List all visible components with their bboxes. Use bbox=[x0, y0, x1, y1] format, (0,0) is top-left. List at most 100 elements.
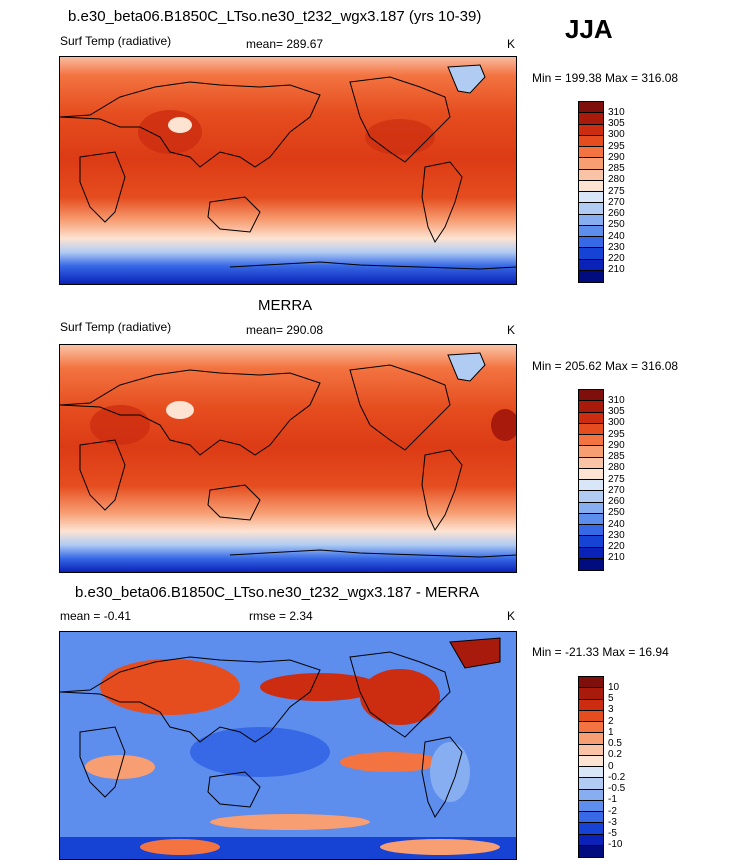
panel-3-title: b.e30_beta06.B1850C_LTso.ne30_t232_wgx3.… bbox=[75, 584, 480, 601]
colorbar-tick-label: 230 bbox=[608, 530, 625, 541]
colorbar-swatch bbox=[579, 547, 603, 559]
colorbar-swatch bbox=[579, 446, 603, 458]
colorbar-tick-label: 270 bbox=[608, 485, 625, 496]
colorbar-tick-label: -2 bbox=[608, 806, 617, 817]
colorbar-swatch bbox=[579, 237, 603, 249]
colorbar-swatch bbox=[579, 491, 603, 503]
colorbar-tick-label: -1 bbox=[608, 794, 617, 805]
colorbar-tick-label: 285 bbox=[608, 163, 625, 174]
colorbar-tick-label: 210 bbox=[608, 264, 625, 275]
panel-1-variable-label: Surf Temp (radiative) bbox=[60, 34, 172, 48]
panel-1-units: K bbox=[507, 37, 516, 51]
colorbar-tick-label: 250 bbox=[608, 219, 625, 230]
colorbar-swatch bbox=[579, 767, 603, 779]
colorbar-swatch bbox=[579, 733, 603, 745]
colorbar-swatch bbox=[579, 225, 603, 237]
panel-2-colorbar bbox=[578, 389, 604, 571]
colorbar-swatch bbox=[579, 502, 603, 514]
colorbar-tick-label: 210 bbox=[608, 552, 625, 563]
panel-2-units: K bbox=[507, 323, 516, 337]
colorbar-swatch bbox=[579, 823, 603, 835]
colorbar-swatch bbox=[579, 558, 603, 570]
colorbar-tick-label: -0.2 bbox=[608, 772, 626, 783]
colorbar-swatch bbox=[579, 744, 603, 756]
colorbar-swatch bbox=[579, 259, 603, 271]
colorbar-swatch bbox=[579, 468, 603, 480]
colorbar-swatch bbox=[579, 248, 603, 260]
panel-3-minmax: Min = -21.33 Max = 16.94 bbox=[532, 645, 669, 659]
colorbar-tick-label: -0.5 bbox=[608, 783, 626, 794]
colorbar-tick-label: 5 bbox=[608, 693, 614, 704]
colorbar-tick-label: 1 bbox=[608, 727, 614, 738]
colorbar-swatch bbox=[579, 270, 603, 282]
panel-3-rmse-label: rmse = 2.34 bbox=[249, 609, 313, 623]
colorbar-swatch bbox=[579, 688, 603, 700]
colorbar-tick-label: 280 bbox=[608, 462, 625, 473]
panel-3-colorbar bbox=[578, 676, 604, 858]
colorbar-tick-label: 295 bbox=[608, 141, 625, 152]
colorbar-tick-label: 270 bbox=[608, 197, 625, 208]
panel-3-units: K bbox=[507, 609, 516, 623]
colorbar-tick-label: 260 bbox=[608, 208, 625, 219]
colorbar-tick-label: 0.5 bbox=[608, 738, 622, 749]
panel-2-title: MERRA bbox=[258, 297, 313, 314]
colorbar-swatch bbox=[579, 169, 603, 181]
colorbar-tick-label: 310 bbox=[608, 395, 625, 406]
colorbar-tick-label: 2 bbox=[608, 716, 614, 727]
colorbar-tick-label: 220 bbox=[608, 541, 625, 552]
colorbar-tick-label: 10 bbox=[608, 682, 620, 693]
colorbar-tick-label: 230 bbox=[608, 242, 625, 253]
colorbar-swatch bbox=[579, 755, 603, 767]
colorbar-swatch bbox=[579, 158, 603, 170]
colorbar-tick-label: 3 bbox=[608, 704, 614, 715]
colorbar-swatch bbox=[579, 203, 603, 215]
colorbar-swatch bbox=[579, 845, 603, 857]
colorbar-tick-label: 275 bbox=[608, 186, 625, 197]
colorbar-swatch bbox=[579, 423, 603, 435]
colorbar-swatch bbox=[579, 834, 603, 846]
season-label: JJA bbox=[565, 14, 613, 44]
colorbar-tick-label: 295 bbox=[608, 429, 625, 440]
colorbar-swatch bbox=[579, 778, 603, 790]
colorbar-tick-label: 305 bbox=[608, 118, 625, 129]
colorbar-swatch bbox=[579, 536, 603, 548]
colorbar-swatch bbox=[579, 435, 603, 447]
colorbar-swatch bbox=[579, 710, 603, 722]
panel-1-map bbox=[59, 56, 517, 285]
colorbar-tick-label: 305 bbox=[608, 406, 625, 417]
colorbar-swatch bbox=[579, 677, 603, 689]
colorbar-swatch bbox=[579, 513, 603, 525]
colorbar-swatch bbox=[579, 699, 603, 711]
colorbar-swatch bbox=[579, 214, 603, 226]
colorbar-tick-label: -5 bbox=[608, 828, 617, 839]
colorbar-swatch bbox=[579, 113, 603, 125]
colorbar-tick-label: 290 bbox=[608, 152, 625, 163]
colorbar-swatch bbox=[579, 147, 603, 159]
colorbar-swatch bbox=[579, 480, 603, 492]
colorbar-tick-label: 290 bbox=[608, 440, 625, 451]
colorbar-swatch bbox=[579, 722, 603, 734]
colorbar-tick-label: 260 bbox=[608, 496, 625, 507]
colorbar-swatch bbox=[579, 390, 603, 402]
colorbar-tick-label: 0.2 bbox=[608, 749, 622, 760]
colorbar-tick-label: 250 bbox=[608, 507, 625, 518]
colorbar-tick-label: -3 bbox=[608, 817, 617, 828]
colorbar-tick-label: -10 bbox=[608, 839, 623, 850]
colorbar-tick-label: 240 bbox=[608, 519, 625, 530]
colorbar-swatch bbox=[579, 457, 603, 469]
colorbar-swatch bbox=[579, 135, 603, 147]
panel-1-colorbar bbox=[578, 101, 604, 283]
colorbar-swatch bbox=[579, 800, 603, 812]
panel-2-mean-label: mean= 290.08 bbox=[246, 323, 324, 337]
colorbar-tick-label: 280 bbox=[608, 174, 625, 185]
panel-2-map bbox=[59, 344, 517, 573]
panel-1-mean-label: mean= 289.67 bbox=[246, 37, 324, 51]
colorbar-tick-label: 285 bbox=[608, 451, 625, 462]
colorbar-tick-label: 220 bbox=[608, 253, 625, 264]
panel-2-variable-label: Surf Temp (radiative) bbox=[60, 320, 172, 334]
colorbar-swatch bbox=[579, 192, 603, 204]
colorbar-swatch bbox=[579, 412, 603, 424]
colorbar-swatch bbox=[579, 124, 603, 136]
colorbar-swatch bbox=[579, 180, 603, 192]
colorbar-swatch bbox=[579, 789, 603, 801]
